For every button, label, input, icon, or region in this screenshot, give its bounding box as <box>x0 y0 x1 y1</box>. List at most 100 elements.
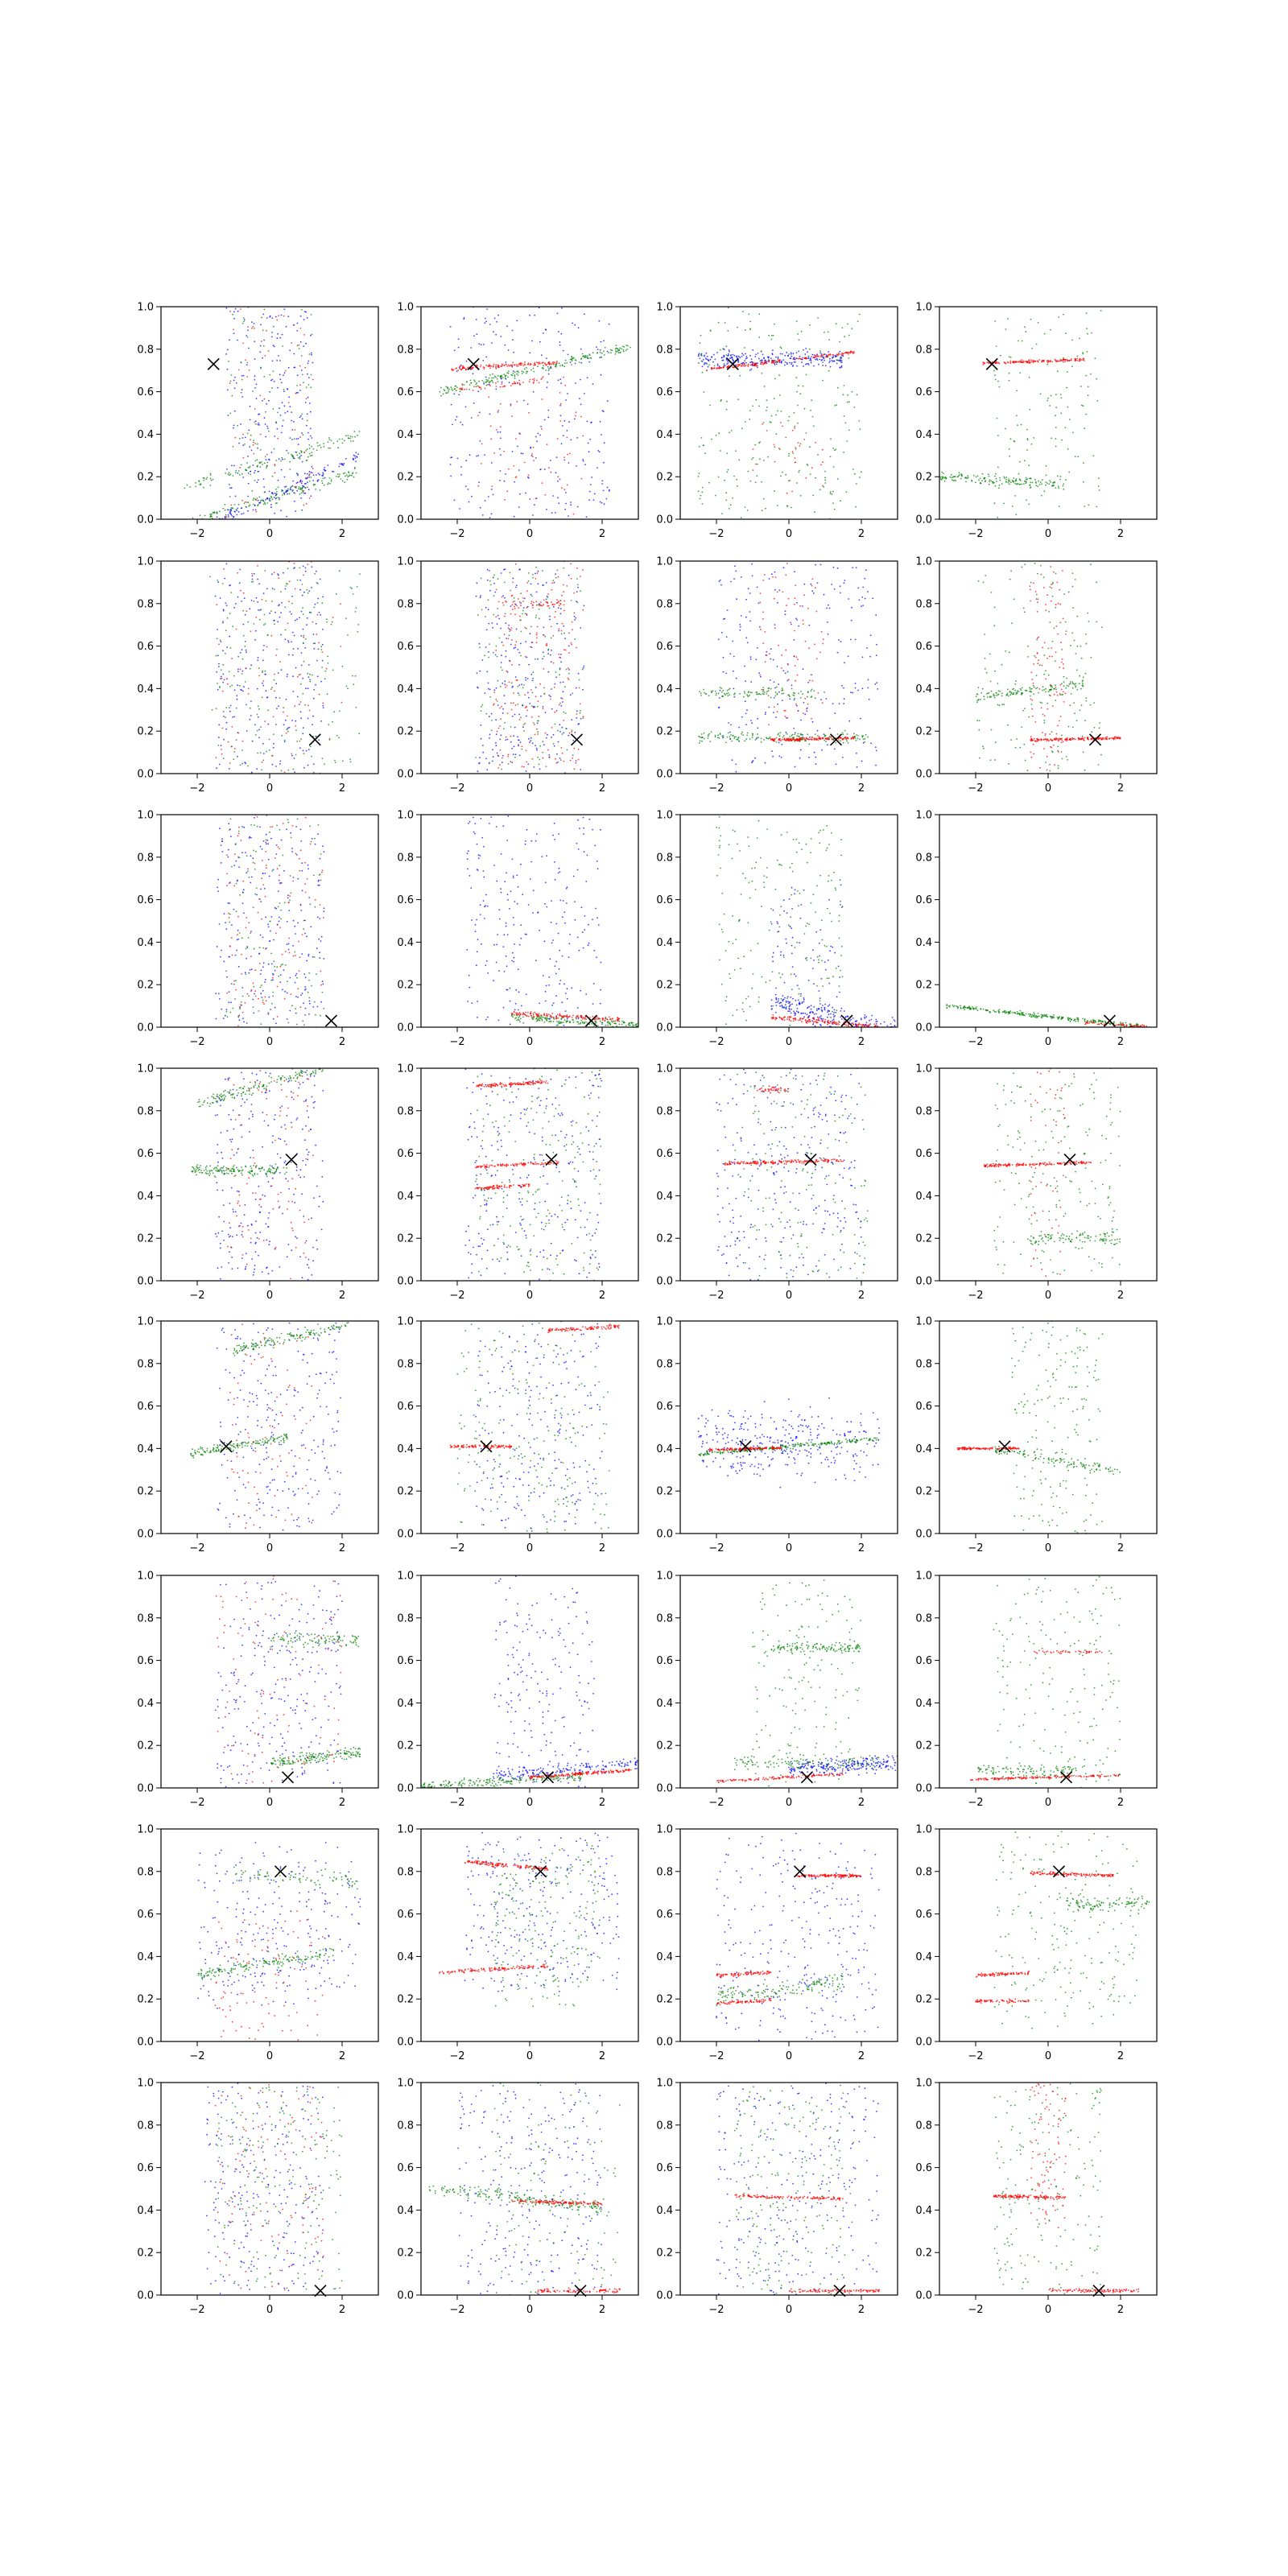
blue-point <box>242 690 244 692</box>
x-tick-label: 2 <box>858 782 865 795</box>
green-point <box>1080 687 1082 690</box>
blue-point <box>339 463 341 465</box>
blue-point <box>310 352 312 354</box>
red-point <box>493 704 494 706</box>
x-tick-label: 2 <box>339 528 345 540</box>
red-point <box>774 627 776 630</box>
blue-point <box>262 742 264 745</box>
blue-point <box>749 361 751 364</box>
red-point <box>546 642 548 645</box>
red-point <box>796 674 799 676</box>
blue-point <box>551 688 552 690</box>
red-point <box>801 358 803 361</box>
green-point <box>758 737 760 738</box>
blue-point <box>796 365 798 367</box>
red-point <box>480 386 481 389</box>
blue-point <box>856 752 857 754</box>
red-point <box>791 429 794 431</box>
green-point <box>275 497 278 499</box>
blue-point <box>820 699 822 700</box>
blue-point <box>308 360 310 362</box>
blue-point <box>711 357 712 358</box>
green-point <box>762 687 765 688</box>
red-point <box>518 607 520 609</box>
red-point <box>775 361 777 363</box>
green-point <box>1008 372 1010 374</box>
green-point <box>1049 586 1051 588</box>
red-point <box>766 362 768 365</box>
blue-point <box>257 499 259 502</box>
blue-point <box>304 487 307 489</box>
green-point <box>1033 437 1035 439</box>
green-point <box>719 733 721 735</box>
blue-point <box>214 595 217 597</box>
green-point <box>495 376 497 378</box>
green-point <box>1008 356 1010 358</box>
blue-point <box>254 387 256 389</box>
red-point <box>759 674 762 676</box>
blue-point <box>312 474 315 476</box>
blue-point <box>838 639 840 641</box>
green-point <box>1061 758 1063 760</box>
red-point <box>291 753 293 755</box>
blue-point <box>220 678 221 679</box>
red-point <box>478 386 481 389</box>
green-point <box>846 401 848 403</box>
red-point <box>982 364 985 365</box>
blue-point <box>513 647 515 650</box>
green-point <box>1084 427 1086 430</box>
blue-point <box>539 768 541 770</box>
blue-point <box>460 421 462 423</box>
blue-point <box>791 361 793 364</box>
blue-point <box>537 570 539 572</box>
green-point <box>855 506 857 508</box>
green-point <box>316 602 319 604</box>
green-point <box>507 370 510 373</box>
red-point <box>1082 359 1084 361</box>
green-point <box>491 729 493 732</box>
blue-point <box>733 354 736 357</box>
red-point <box>745 365 747 366</box>
blue-point <box>283 405 286 407</box>
green-point <box>819 350 821 353</box>
red-point <box>250 439 251 441</box>
green-point <box>295 753 297 756</box>
red-point <box>505 600 506 602</box>
red-point <box>811 578 814 580</box>
green-point <box>298 486 300 488</box>
blue-point <box>505 622 507 624</box>
x-tick-label: −2 <box>708 782 724 795</box>
green-point <box>1042 576 1045 578</box>
red-point <box>530 602 532 605</box>
blue-point <box>506 325 508 328</box>
green-point <box>1051 751 1054 753</box>
blue-point <box>778 741 780 744</box>
red-point <box>292 324 295 326</box>
green-point <box>851 328 853 330</box>
green-point <box>262 500 264 502</box>
blue-point <box>295 619 296 621</box>
green-point <box>773 398 775 400</box>
green-point <box>293 568 295 569</box>
blue-point <box>770 357 772 359</box>
blue-point <box>289 487 291 489</box>
green-point <box>760 737 762 740</box>
blue-point <box>857 689 859 691</box>
green-point <box>989 481 990 482</box>
green-point <box>817 453 819 456</box>
green-point <box>809 446 811 448</box>
y-tick-label: 0.8 <box>397 598 414 610</box>
blue-point <box>242 396 243 398</box>
blue-point <box>278 605 279 607</box>
red-point <box>781 654 783 656</box>
red-point <box>555 762 558 764</box>
blue-point <box>303 319 305 320</box>
blue-point <box>221 621 224 624</box>
red-point <box>841 352 844 354</box>
blue-point <box>489 733 491 736</box>
green-point <box>761 481 762 483</box>
red-point <box>305 398 308 400</box>
red-point <box>1079 358 1081 360</box>
green-point <box>317 445 319 447</box>
green-point <box>700 354 702 356</box>
